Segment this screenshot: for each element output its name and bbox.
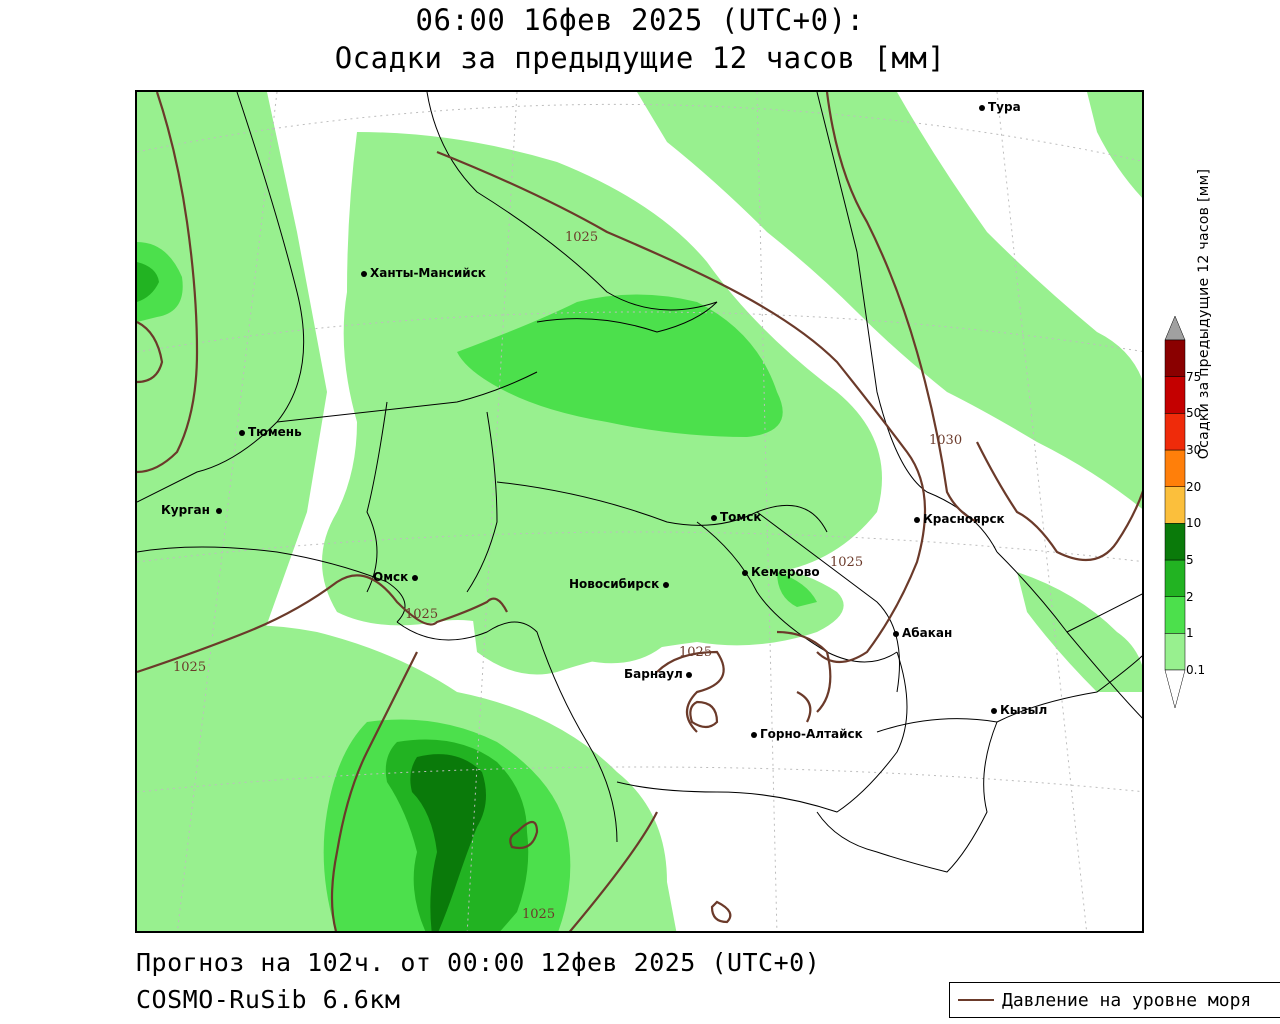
city-label: Тура [988,100,1021,114]
colorbar-overflow-arrow [1164,316,1186,341]
city-marker-icon [893,630,899,637]
city-omsk: Омск [373,570,421,584]
city-label: Горно-Алтайск [760,727,863,741]
city-marker-icon [239,429,245,436]
map-title-time: 06:00 16фев 2025 (UTC+0): [415,3,865,37]
city-label: Курган [161,503,210,517]
isobar-label: 1025 [522,907,556,922]
map-canvas [137,92,1142,931]
isobars [137,92,1142,931]
colorbar-tick-label: 50 [1186,406,1202,421]
precip-very-heavy-areas [410,754,486,931]
city-tyumen: Тюмень [239,425,302,439]
city-label: Кызыл [1000,703,1048,717]
city-tomsk: Томск [711,510,762,524]
city-marker-icon [215,507,222,514]
isobar-label: 1025 [405,607,439,622]
colorbar-step [1164,339,1186,377]
colorbar-step [1164,596,1186,634]
isobar-label: 1025 [565,230,599,245]
city-gorno-altaysk: Горно-Алтайск [751,727,863,741]
colorbar-tick-label: 0.1 [1186,663,1206,677]
city-barnaul: Барнаул [624,667,695,681]
city-kurgan: Курган [161,503,225,517]
city-tura: Тура [979,100,1021,114]
isobar-label: 1025 [173,660,207,675]
city-label: Тюмень [248,425,302,439]
city-novosibirsk: Новосибирск [569,577,672,591]
city-kyzyl: Кызыл [991,703,1047,717]
city-label: Омск [373,570,409,584]
colorbar-underflow-arrow [1164,669,1186,709]
colorbar-step [1164,523,1186,561]
map-title-variable: Осадки за предыдущие 12 часов [мм] [334,41,946,75]
colorbar-step [1164,633,1186,671]
city-marker-icon [914,516,920,523]
colorbar-tick-label: 2 [1186,589,1194,604]
city-label: Томск [720,510,762,524]
colorbar-step [1164,559,1186,597]
city-abakan: Абакан [893,626,952,640]
city-label: Абакан [902,626,953,640]
colorbar-title: Осадки за предыдущие 12 часов [мм] [1196,168,1212,460]
city-khanty-mansiysk: Ханты-Мансийск [361,266,486,280]
graticule [137,92,1142,931]
colorbar-step [1164,413,1186,451]
city-label: Ханты-Мансийск [370,266,486,280]
colorbar-tick-label: 30 [1186,443,1202,457]
city-marker-icon [979,104,985,111]
isobar-label: 1025 [830,555,864,570]
colorbar [1164,316,1186,709]
isobar-legend-label: Давление на уровне моря [1002,989,1252,1011]
city-label: Красноярск [923,512,1005,526]
city-marker-icon [991,707,997,714]
city-label: Новосибирск [569,577,660,591]
city-marker-icon [412,574,419,581]
forecast-info: Прогноз на 102ч. от 00:00 12фев 2025 (UT… [136,948,821,977]
isobar-label: 1025 [679,645,713,660]
isobar-line-swatch [958,999,994,1001]
city-marker-icon [711,514,717,521]
city-krasnoyarsk: Красноярск [914,512,1005,526]
city-marker-icon [361,270,367,277]
colorbar-tick-label: 20 [1186,479,1202,494]
city-marker-icon [685,671,692,678]
colorbar-tick-label: 5 [1186,553,1194,567]
city-marker-icon [742,569,748,576]
isobar-legend: Давление на уровне моря [949,982,1280,1018]
admin-borders [137,92,1142,873]
colorbar-tick-label: 1 [1186,626,1194,641]
city-marker-icon [751,731,757,738]
city-label: Барнаул [624,667,683,681]
precipitation-map: 1025 1025 1025 1025 1025 1025 1030 Тура … [135,90,1144,933]
model-name: COSMO-RuSib 6.6км [136,985,401,1014]
city-marker-icon [663,581,670,588]
colorbar-step [1164,376,1186,414]
colorbar-step [1164,449,1186,487]
isobar-label: 1030 [929,433,963,448]
city-kemerovo: Кемерово [742,565,820,579]
city-label: Кемерово [751,565,820,579]
colorbar-tick-label: 10 [1186,516,1202,531]
colorbar-step [1164,486,1186,524]
colorbar-tick-label: 75 [1186,369,1202,384]
colorbar-steps [1164,339,1186,671]
